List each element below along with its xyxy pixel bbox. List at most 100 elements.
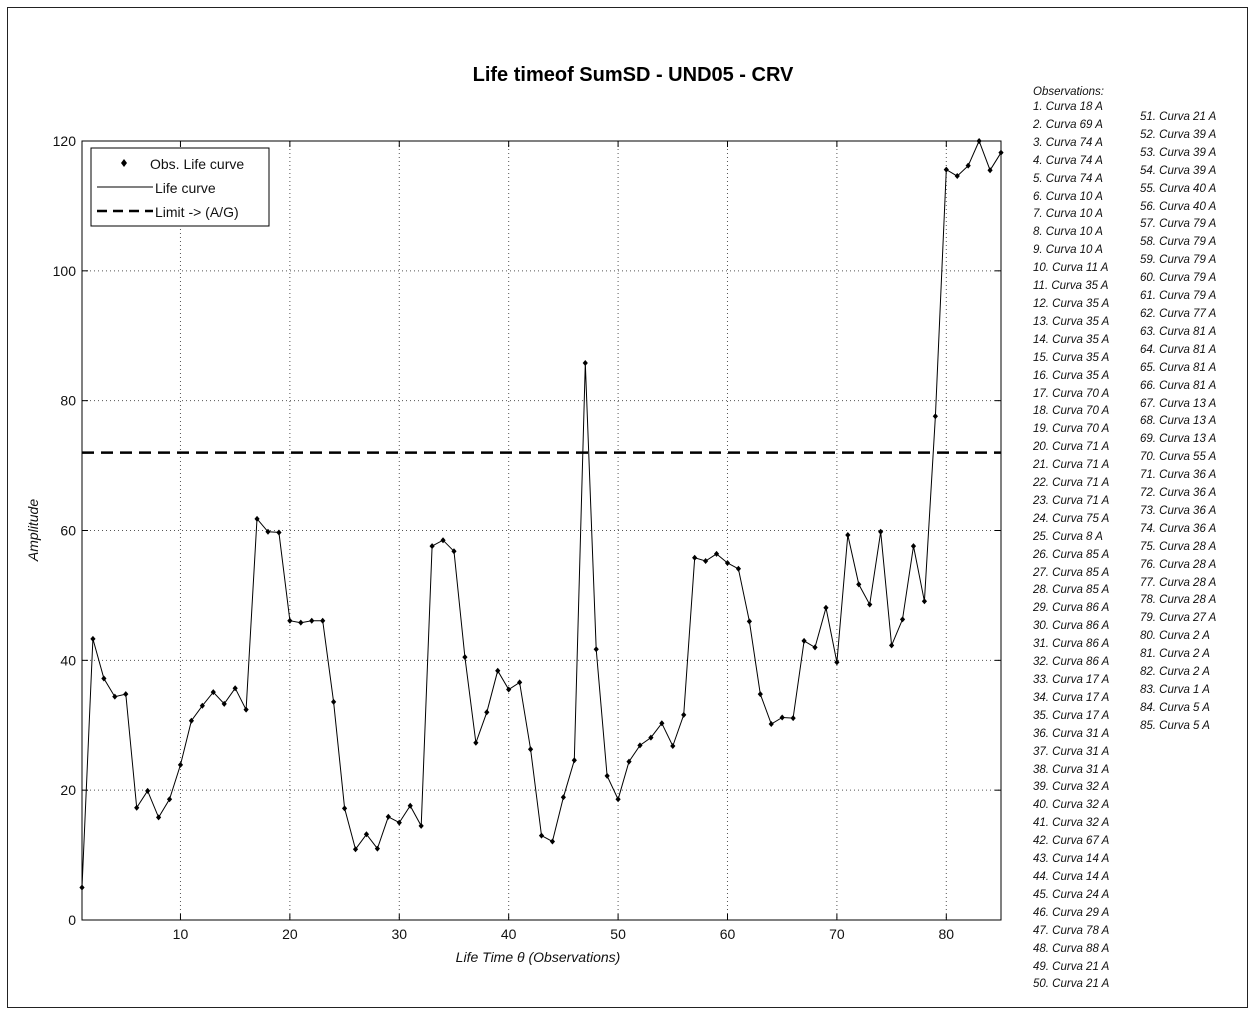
- observation-item: 46. Curva 29 A: [1033, 906, 1110, 919]
- observation-point: [495, 667, 501, 674]
- observation-item: 73. Curva 36 A: [1140, 504, 1217, 517]
- observation-point: [910, 543, 917, 550]
- observation-point: [549, 838, 556, 845]
- chart-title: Life timeof SumSD - UND05 - CRV: [473, 64, 794, 86]
- observation-item: 21. Curva 71 A: [1033, 459, 1110, 472]
- observation-item: 20. Curva 71 A: [1033, 441, 1110, 454]
- observation-point: [932, 413, 938, 420]
- observation-item: 19. Curva 70 A: [1033, 423, 1110, 436]
- observation-item: 85. Curva 5 A: [1140, 719, 1210, 732]
- observation-item: 82. Curva 2 A: [1140, 666, 1210, 679]
- observation-item: 28. Curva 85 A: [1033, 584, 1110, 597]
- observation-item: 1. Curva 18 A: [1033, 101, 1103, 113]
- observation-item: 34. Curva 17 A: [1033, 691, 1110, 704]
- observation-item: 17. Curva 70 A: [1033, 387, 1110, 400]
- observation-item: 62. Curva 77 A: [1140, 307, 1217, 320]
- observation-item: 69. Curva 13 A: [1140, 433, 1217, 446]
- observation-item: 5. Curva 74 A: [1033, 172, 1103, 185]
- y-tick-label: 100: [53, 263, 77, 279]
- observation-item: 79. Curva 27 A: [1140, 612, 1217, 625]
- observation-item: 60. Curva 79 A: [1140, 272, 1217, 285]
- observation-item: 6. Curva 10 A: [1033, 190, 1103, 203]
- observation-item: 84. Curva 5 A: [1140, 701, 1210, 714]
- observation-point: [626, 758, 632, 765]
- observation-point: [965, 162, 971, 169]
- observation-point: [177, 761, 184, 768]
- observation-item: 16. Curva 35 A: [1033, 369, 1110, 382]
- y-tick-label: 40: [60, 652, 76, 668]
- observation-item: 53. Curva 39 A: [1140, 146, 1217, 159]
- observation-point: [123, 691, 129, 698]
- observation-item: 66. Curva 81 A: [1140, 379, 1217, 392]
- observation-item: 40. Curva 32 A: [1033, 799, 1110, 812]
- observation-item: 12. Curva 35 A: [1033, 297, 1110, 310]
- observation-point: [867, 601, 873, 608]
- observation-point: [703, 558, 709, 565]
- observation-item: 10. Curva 11 A: [1033, 262, 1109, 275]
- observation-item: 7. Curva 10 A: [1033, 208, 1103, 221]
- observation-item: 56. Curva 40 A: [1140, 200, 1217, 213]
- observation-point: [473, 739, 479, 746]
- observation-item: 33. Curva 17 A: [1033, 674, 1110, 686]
- observation-item: 51. Curva 21 A: [1140, 111, 1217, 123]
- x-tick-label: 60: [720, 926, 736, 942]
- observation-point: [779, 714, 785, 721]
- observation-point: [232, 685, 238, 692]
- observation-point: [352, 846, 359, 853]
- observation-point: [374, 845, 380, 852]
- observation-item: 3. Curva 74 A: [1033, 136, 1103, 149]
- observation-item: 13. Curva 35 A: [1033, 315, 1110, 328]
- x-tick-label: 20: [282, 926, 298, 942]
- observation-point: [112, 693, 118, 700]
- observation-point: [254, 515, 260, 522]
- observation-point: [560, 794, 566, 801]
- observation-item: 30. Curva 86 A: [1033, 620, 1110, 633]
- observation-point: [287, 617, 293, 624]
- x-tick-label: 70: [829, 926, 845, 942]
- legend-item-limit: Limit -> (A/G): [155, 204, 239, 220]
- observation-item: 70. Curva 55 A: [1140, 451, 1217, 464]
- life-curve-line: [81, 139, 1002, 888]
- x-axis-label: Life Time θ (Observations): [456, 949, 621, 965]
- observation-point: [79, 884, 85, 891]
- observation-point: [363, 831, 370, 838]
- observation-point: [659, 720, 665, 727]
- observation-point: [834, 659, 840, 666]
- observation-item: 71. Curva 36 A: [1140, 469, 1217, 482]
- observation-item: 29. Curva 86 A: [1033, 602, 1110, 615]
- x-tick-label: 80: [939, 926, 955, 942]
- x-tick-label: 10: [173, 926, 189, 942]
- observation-item: 83. Curva 1 A: [1140, 684, 1210, 696]
- observation-point: [243, 706, 249, 713]
- observation-item: 52. Curva 39 A: [1140, 128, 1217, 141]
- observation-item: 68. Curva 13 A: [1140, 415, 1217, 428]
- y-tick-label: 20: [60, 782, 76, 798]
- observation-item: 24. Curva 75 A: [1033, 512, 1110, 525]
- observation-markers: [79, 138, 1004, 891]
- observation-point: [385, 813, 391, 820]
- observation-point: [101, 675, 107, 682]
- chart-legend: Obs. Life curve Life curve Limit -> (A/G…: [90, 147, 270, 227]
- observation-point: [440, 537, 446, 544]
- observation-point: [735, 565, 742, 572]
- observation-point: [637, 742, 643, 749]
- observation-point: [134, 804, 140, 811]
- observation-point: [155, 814, 162, 821]
- observation-item: 25. Curva 8 A: [1033, 530, 1103, 543]
- observation-item: 80. Curva 2 A: [1140, 630, 1210, 643]
- observation-point: [899, 616, 906, 623]
- x-tick-label: 40: [501, 926, 517, 942]
- grid-lines: [82, 141, 1001, 920]
- observation-item: 42. Curva 67 A: [1033, 835, 1110, 848]
- observation-item: 43. Curva 14 A: [1033, 853, 1110, 866]
- observation-point: [188, 717, 195, 724]
- observation-item: 78. Curva 28 A: [1140, 594, 1217, 607]
- observation-point: [724, 559, 731, 566]
- observation-item: 38. Curva 31 A: [1033, 763, 1110, 776]
- observation-item: 41. Curva 32 A: [1033, 817, 1110, 830]
- observation-point: [746, 618, 752, 625]
- observations-list-col2: 51. Curva 21 A 52. Curva 39 A 53. Curva 39…: [1140, 109, 1216, 736]
- observation-point: [462, 654, 468, 661]
- x-tick-label: 30: [391, 926, 407, 942]
- observation-point: [713, 550, 720, 557]
